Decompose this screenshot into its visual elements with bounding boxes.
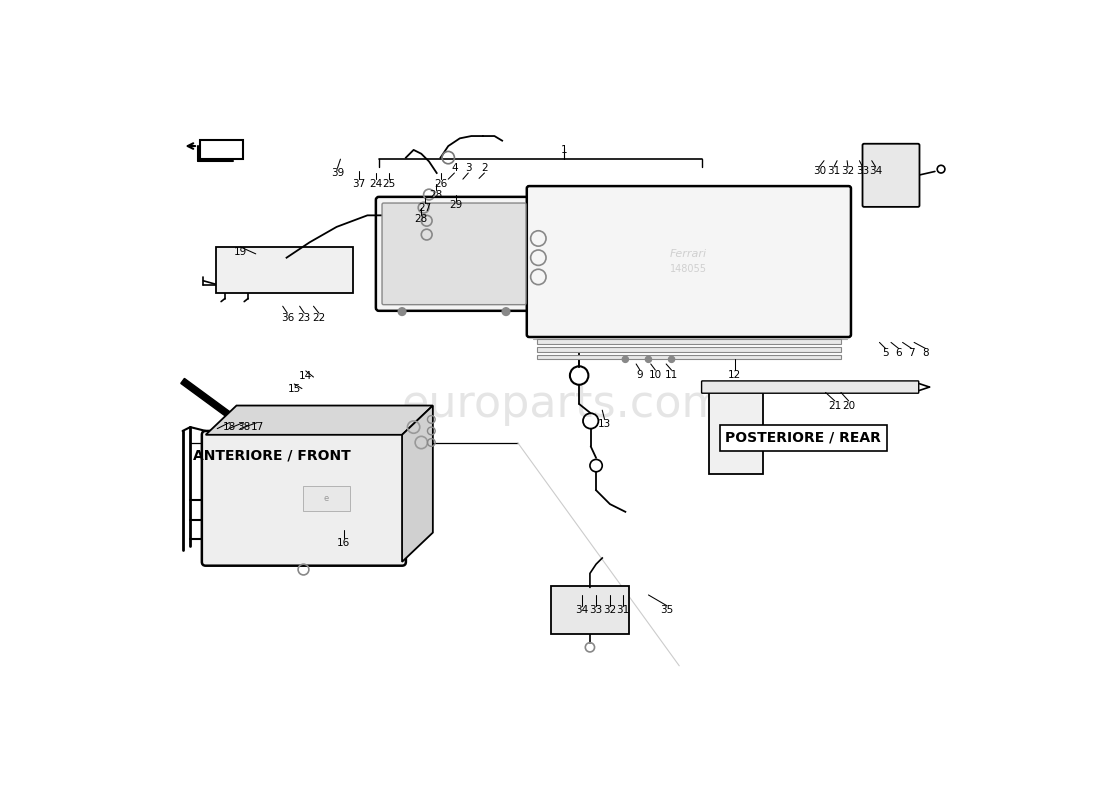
FancyBboxPatch shape xyxy=(551,586,629,634)
FancyBboxPatch shape xyxy=(302,486,351,511)
FancyBboxPatch shape xyxy=(537,354,842,359)
Text: e: e xyxy=(324,494,329,503)
Text: 34: 34 xyxy=(575,606,589,615)
Text: 16: 16 xyxy=(337,538,350,547)
FancyBboxPatch shape xyxy=(202,431,406,566)
Polygon shape xyxy=(206,406,433,435)
Text: 36: 36 xyxy=(280,313,294,322)
Text: 3: 3 xyxy=(465,163,472,174)
Text: 9: 9 xyxy=(637,370,644,380)
Text: 18: 18 xyxy=(223,422,236,432)
Text: 28: 28 xyxy=(429,190,442,199)
Text: ANTERIORE / FRONT: ANTERIORE / FRONT xyxy=(192,449,351,462)
Text: europarts.com: europarts.com xyxy=(402,382,726,426)
Text: 23: 23 xyxy=(298,313,311,322)
FancyBboxPatch shape xyxy=(537,347,842,352)
Text: 4: 4 xyxy=(451,163,458,174)
Text: 5: 5 xyxy=(882,348,889,358)
Text: 6: 6 xyxy=(895,348,902,358)
Text: 19: 19 xyxy=(233,246,248,257)
Text: 35: 35 xyxy=(660,606,673,615)
Text: 25: 25 xyxy=(383,178,396,189)
FancyBboxPatch shape xyxy=(376,197,532,311)
Text: 22: 22 xyxy=(312,313,326,322)
Text: 13: 13 xyxy=(598,419,612,429)
Circle shape xyxy=(669,356,674,362)
Text: 17: 17 xyxy=(251,422,264,432)
Text: 30: 30 xyxy=(813,166,826,177)
FancyBboxPatch shape xyxy=(710,384,763,474)
Text: 7: 7 xyxy=(909,348,915,358)
Text: 15: 15 xyxy=(287,383,301,394)
Text: 11: 11 xyxy=(664,370,679,380)
Circle shape xyxy=(646,356,651,362)
FancyBboxPatch shape xyxy=(862,144,920,207)
Text: 31: 31 xyxy=(827,166,840,177)
Text: 38: 38 xyxy=(236,422,250,432)
Circle shape xyxy=(623,356,628,362)
FancyBboxPatch shape xyxy=(382,203,526,305)
Text: 148055: 148055 xyxy=(670,264,707,274)
Text: 10: 10 xyxy=(649,370,662,380)
FancyBboxPatch shape xyxy=(217,247,353,293)
Text: POSTERIORE / REAR: POSTERIORE / REAR xyxy=(726,431,881,445)
Text: 29: 29 xyxy=(449,200,463,210)
Text: 33: 33 xyxy=(856,166,869,177)
Text: 31: 31 xyxy=(616,606,629,615)
Circle shape xyxy=(398,308,406,315)
Text: 34: 34 xyxy=(869,166,882,177)
Text: 12: 12 xyxy=(728,370,741,380)
Text: 33: 33 xyxy=(590,606,603,615)
Text: 27: 27 xyxy=(418,202,432,213)
Text: Ferrari: Ferrari xyxy=(670,249,707,259)
Circle shape xyxy=(502,308,510,315)
Text: 32: 32 xyxy=(842,166,855,177)
Polygon shape xyxy=(403,406,433,562)
Text: 32: 32 xyxy=(603,606,617,615)
FancyArrow shape xyxy=(180,378,241,423)
Text: 20: 20 xyxy=(843,401,855,410)
Text: 1: 1 xyxy=(560,145,568,155)
Text: 39: 39 xyxy=(331,168,344,178)
FancyBboxPatch shape xyxy=(702,381,918,394)
Bar xyxy=(200,140,243,159)
Text: 8: 8 xyxy=(922,348,930,358)
Text: 24: 24 xyxy=(370,178,383,189)
Text: 21: 21 xyxy=(828,401,842,410)
Text: 14: 14 xyxy=(299,370,312,381)
Text: 37: 37 xyxy=(352,178,365,189)
Text: 26: 26 xyxy=(433,178,448,189)
FancyBboxPatch shape xyxy=(527,186,851,337)
Text: 28: 28 xyxy=(415,214,428,224)
FancyBboxPatch shape xyxy=(537,339,842,344)
Text: 2: 2 xyxy=(481,163,487,174)
